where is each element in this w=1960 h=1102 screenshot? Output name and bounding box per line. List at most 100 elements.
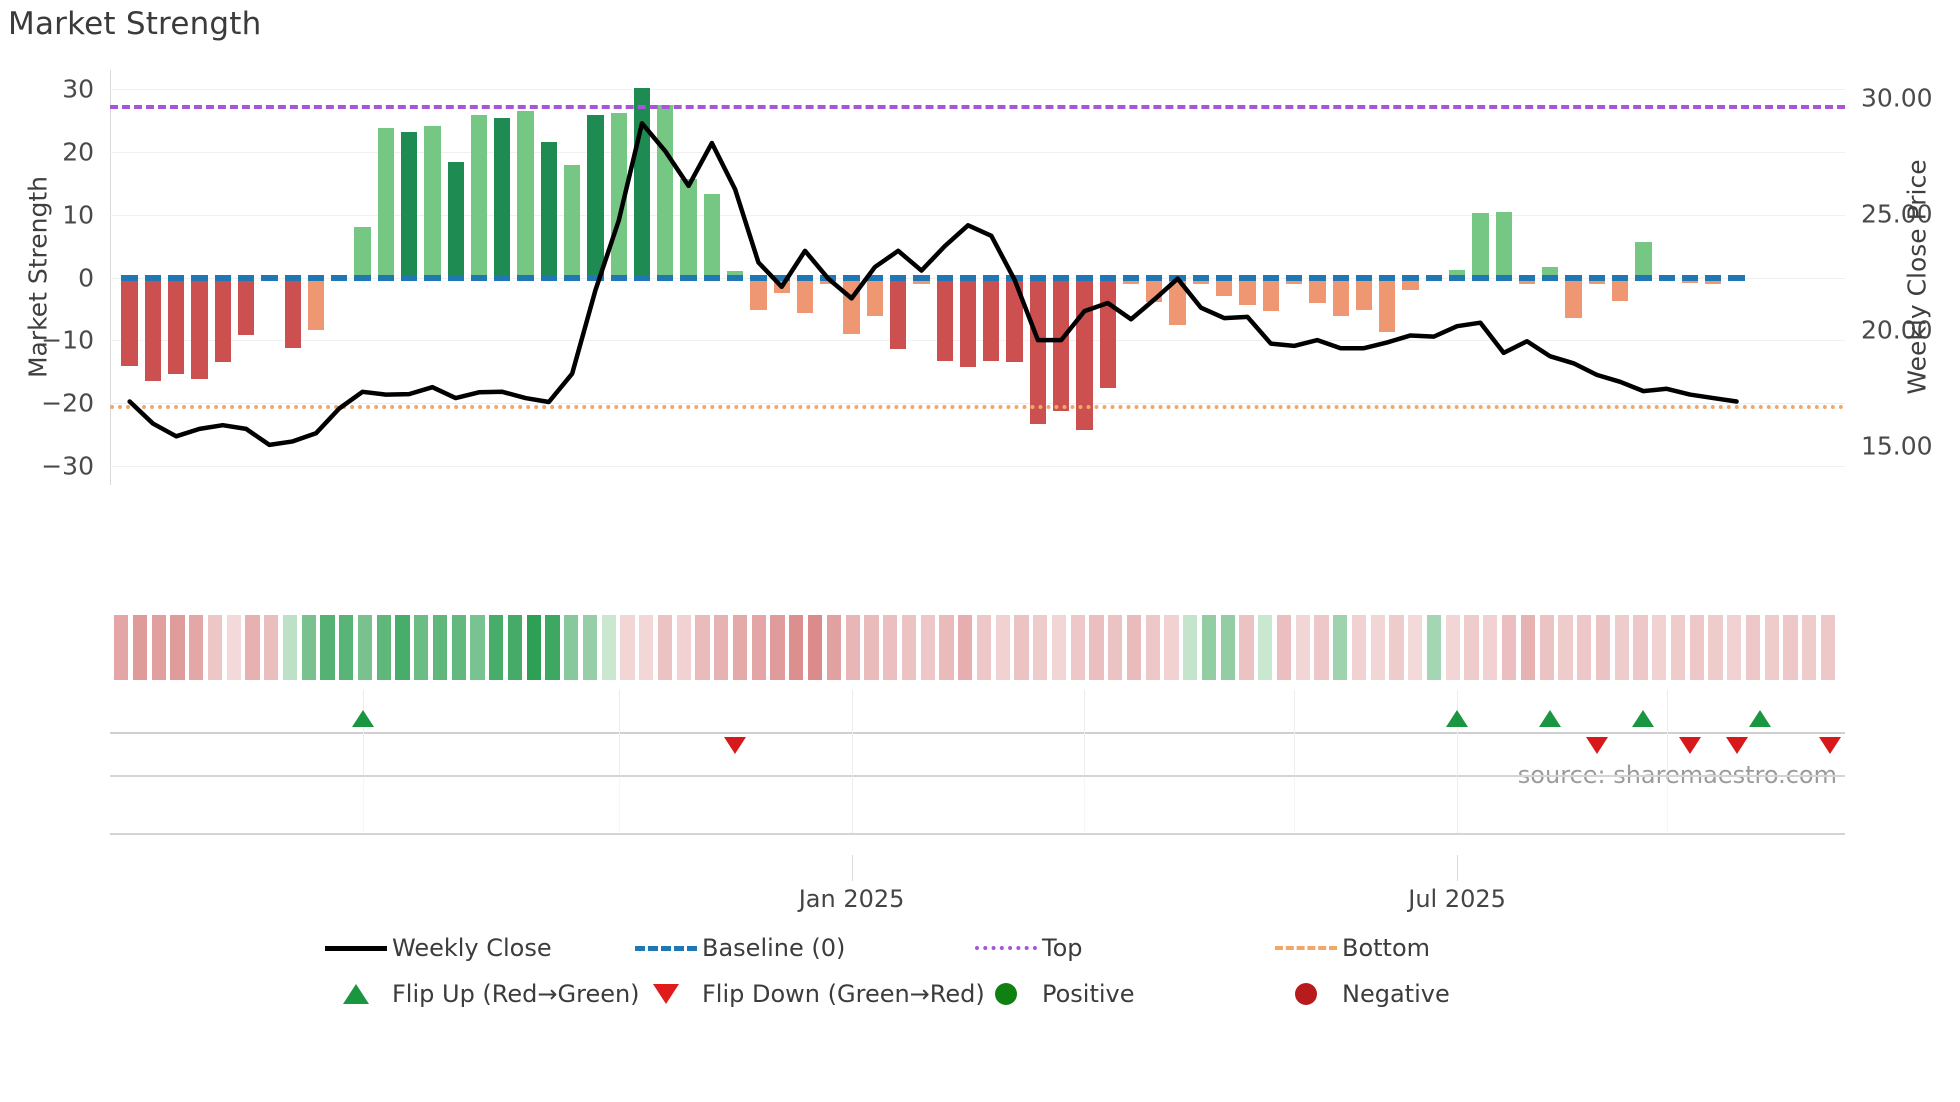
heat-cell (695, 615, 710, 680)
bar (890, 277, 907, 349)
heat-cell (901, 615, 917, 680)
baseline-segment (1029, 274, 1047, 281)
bar (354, 227, 371, 278)
heat-cell (639, 615, 654, 680)
heat-cell (883, 615, 898, 680)
main-chart-plot-area: 30 20 10 0 −10 −20 −30 30.00 25.00 20.00 15.00 Ma… (24, 70, 1933, 485)
flip-down-marker (1725, 737, 1748, 754)
heat-cell (1614, 615, 1629, 680)
heat-cell (1595, 615, 1611, 680)
bottom-reference-line (110, 405, 1845, 410)
baseline-segment (168, 274, 185, 281)
bar (121, 277, 138, 366)
baseline-segment (214, 274, 231, 281)
legend-key (320, 945, 392, 951)
y-axis-left-tick-label: 30 (62, 74, 94, 104)
bar (1216, 277, 1233, 297)
page-title: Market Strength (8, 6, 262, 42)
heat-cell (1483, 615, 1498, 680)
bar (1705, 277, 1722, 284)
vertical-gridline (851, 775, 853, 833)
baseline-segment (424, 274, 441, 281)
heat-cell (470, 615, 485, 680)
legend-item[interactable]: Weekly Close (320, 925, 552, 971)
heat-cell (1764, 615, 1779, 680)
baseline-segment (750, 274, 767, 281)
baseline-segment (959, 274, 977, 281)
heat-cell (845, 615, 860, 680)
legend-item[interactable]: Bottom (1270, 925, 1430, 971)
baseline-segment (1099, 274, 1116, 281)
legend-row: Weekly Close Baseline (0) Top Bottom (110, 925, 1845, 971)
bar (1192, 277, 1210, 284)
legend-item[interactable]: Flip Up (Red→Green) (320, 971, 640, 1017)
legend-key (970, 983, 1042, 1005)
bar (517, 110, 534, 278)
flip-down-marker (1585, 737, 1608, 754)
bar (284, 277, 301, 348)
baseline-segment (1285, 274, 1303, 281)
strength-heat-strip (110, 615, 1845, 680)
legend-label: Positive (1042, 980, 1135, 1008)
y-axis-left-tick-label: 10 (62, 200, 94, 230)
heat-cell (1633, 615, 1648, 680)
bar (1006, 277, 1023, 363)
heat-cell (564, 615, 579, 680)
baseline-segment (1239, 274, 1256, 281)
bar (1518, 277, 1536, 284)
legend-label: Weekly Close (392, 934, 552, 962)
heat-cell (601, 615, 616, 680)
legend-item[interactable]: Baseline (0) (630, 925, 845, 971)
legend-key (970, 946, 1042, 950)
baseline-segment (307, 274, 325, 281)
legend-item[interactable]: Negative (1270, 971, 1450, 1017)
heat-cell (1426, 615, 1442, 680)
flip-up-marker (1632, 710, 1655, 727)
baseline-segment (1053, 274, 1070, 281)
bar (400, 132, 418, 278)
heat-cell (301, 615, 316, 680)
y-axis-right-tick-label: 30.00 (1861, 83, 1933, 113)
baseline-segment (191, 274, 208, 281)
heat-cell (1370, 615, 1385, 680)
lower-axis-panel: source: sharemaestro.com Jan 2025 Jul 202… (110, 761, 1845, 913)
baseline-segment (936, 274, 953, 281)
heat-cell (770, 615, 785, 680)
heat-cell (320, 615, 335, 680)
bar (1332, 277, 1349, 317)
flip-down-marker (1818, 737, 1841, 754)
heat-cell (432, 615, 448, 680)
vertical-gridline (1294, 775, 1296, 833)
heat-cell (1464, 615, 1479, 680)
legend-item[interactable]: Top (970, 925, 1083, 971)
baseline-segment (470, 274, 488, 281)
bar (424, 125, 441, 278)
legend-label: Baseline (0) (702, 934, 846, 962)
legend-item[interactable]: Flip Down (Green→Red) (630, 971, 985, 1017)
heat-cell (207, 615, 223, 680)
bar (563, 164, 581, 278)
baseline-segment (913, 274, 930, 281)
bar (168, 277, 185, 374)
baseline-segment (354, 274, 371, 281)
vertical-gridline (851, 690, 853, 775)
heat-cell (714, 615, 729, 680)
heat-cell (732, 615, 748, 680)
legend-item[interactable]: Positive (970, 971, 1135, 1017)
heat-cell (1258, 615, 1273, 680)
baseline-segment (237, 274, 255, 281)
vertical-gridline (1084, 775, 1086, 833)
baseline-segment (1588, 274, 1605, 281)
heat-cell (1558, 615, 1573, 680)
heat-cell (1745, 615, 1761, 680)
bar (1565, 277, 1582, 319)
y-axis-left-tick-label: −30 (41, 451, 94, 481)
heat-cell (1314, 615, 1329, 680)
baseline-segment (610, 274, 627, 281)
line-dashed-blue-icon (635, 945, 697, 951)
heat-cell (282, 615, 298, 680)
vertical-gridline (1666, 775, 1668, 833)
legend-label: Negative (1342, 980, 1450, 1008)
heat-cell (339, 615, 354, 680)
baseline-segment (1309, 274, 1326, 281)
